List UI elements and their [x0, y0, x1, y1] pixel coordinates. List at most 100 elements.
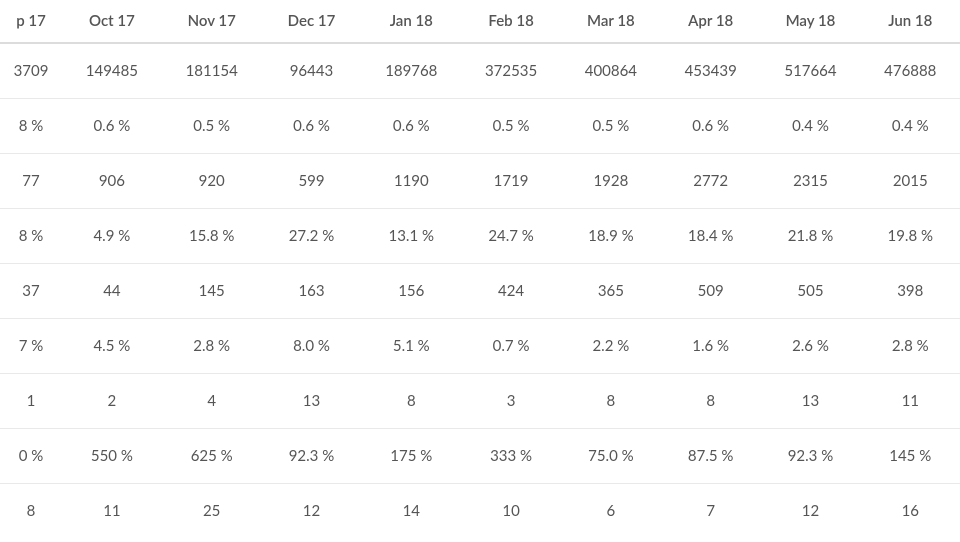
cell: 2.6 %	[761, 319, 861, 374]
cell: 0.6 %	[361, 99, 461, 154]
table-row: 3709 149485 181154 96443 189768 372535 4…	[0, 43, 960, 99]
cell: 25	[162, 484, 262, 539]
col-header: p 17	[0, 0, 62, 43]
cell: 517664	[761, 43, 861, 99]
cell: 920	[162, 154, 262, 209]
cell: 175 %	[361, 429, 461, 484]
cell: 8	[561, 374, 661, 429]
table-row: 0 % 550 % 625 % 92.3 % 175 % 333 % 75.0 …	[0, 429, 960, 484]
cell: 2.2 %	[561, 319, 661, 374]
cell: 0 %	[0, 429, 62, 484]
table-body: 3709 149485 181154 96443 189768 372535 4…	[0, 43, 960, 538]
cell: 14	[361, 484, 461, 539]
cell: 599	[262, 154, 362, 209]
cell: 12	[262, 484, 362, 539]
col-header: Nov 17	[162, 0, 262, 43]
cell: 1928	[561, 154, 661, 209]
cell: 8 %	[0, 99, 62, 154]
cell: 11	[62, 484, 162, 539]
cell: 8.0 %	[262, 319, 362, 374]
col-header: May 18	[761, 0, 861, 43]
cell: 625 %	[162, 429, 262, 484]
cell: 18.9 %	[561, 209, 661, 264]
cell: 1719	[461, 154, 561, 209]
cell: 4.9 %	[62, 209, 162, 264]
cell: 476888	[860, 43, 960, 99]
cell: 156	[361, 264, 461, 319]
cell: 333 %	[461, 429, 561, 484]
cell: 453439	[661, 43, 761, 99]
cell: 2015	[860, 154, 960, 209]
table-row: 1 2 4 13 8 3 8 8 13 11	[0, 374, 960, 429]
cell: 18.4 %	[661, 209, 761, 264]
cell: 7	[661, 484, 761, 539]
cell: 3709	[0, 43, 62, 99]
cell: 77	[0, 154, 62, 209]
cell: 8	[0, 484, 62, 539]
data-table-container: p 17 Oct 17 Nov 17 Dec 17 Jan 18 Feb 18 …	[0, 0, 960, 542]
cell: 4.5 %	[62, 319, 162, 374]
cell: 2	[62, 374, 162, 429]
cell: 96443	[262, 43, 362, 99]
col-header: Feb 18	[461, 0, 561, 43]
cell: 2772	[661, 154, 761, 209]
table-row: 77 906 920 599 1190 1719 1928 2772 2315 …	[0, 154, 960, 209]
cell: 44	[62, 264, 162, 319]
cell: 145 %	[860, 429, 960, 484]
cell: 400864	[561, 43, 661, 99]
table-row: 7 % 4.5 % 2.8 % 8.0 % 5.1 % 0.7 % 2.2 % …	[0, 319, 960, 374]
cell: 92.3 %	[262, 429, 362, 484]
cell: 7 %	[0, 319, 62, 374]
cell: 398	[860, 264, 960, 319]
cell: 372535	[461, 43, 561, 99]
col-header: Jan 18	[361, 0, 461, 43]
cell: 0.6 %	[661, 99, 761, 154]
col-header: Jun 18	[860, 0, 960, 43]
cell: 27.2 %	[262, 209, 362, 264]
table-row: 8 % 4.9 % 15.8 % 27.2 % 13.1 % 24.7 % 18…	[0, 209, 960, 264]
cell: 2315	[761, 154, 861, 209]
cell: 424	[461, 264, 561, 319]
cell: 2.8 %	[162, 319, 262, 374]
cell: 0.5 %	[162, 99, 262, 154]
table-row: 8 % 0.6 % 0.5 % 0.6 % 0.6 % 0.5 % 0.5 % …	[0, 99, 960, 154]
cell: 11	[860, 374, 960, 429]
cell: 181154	[162, 43, 262, 99]
cell: 92.3 %	[761, 429, 861, 484]
cell: 145	[162, 264, 262, 319]
cell: 10	[461, 484, 561, 539]
cell: 21.8 %	[761, 209, 861, 264]
table-header-row: p 17 Oct 17 Nov 17 Dec 17 Jan 18 Feb 18 …	[0, 0, 960, 43]
cell: 8 %	[0, 209, 62, 264]
cell: 0.5 %	[461, 99, 561, 154]
col-header: Oct 17	[62, 0, 162, 43]
cell: 906	[62, 154, 162, 209]
cell: 0.6 %	[262, 99, 362, 154]
cell: 149485	[62, 43, 162, 99]
cell: 1	[0, 374, 62, 429]
cell: 2.8 %	[860, 319, 960, 374]
cell: 4	[162, 374, 262, 429]
cell: 37	[0, 264, 62, 319]
cell: 8	[661, 374, 761, 429]
cell: 163	[262, 264, 362, 319]
col-header: Mar 18	[561, 0, 661, 43]
cell: 5.1 %	[361, 319, 461, 374]
cell: 16	[860, 484, 960, 539]
table-row: 37 44 145 163 156 424 365 509 505 398	[0, 264, 960, 319]
cell: 87.5 %	[661, 429, 761, 484]
data-table: p 17 Oct 17 Nov 17 Dec 17 Jan 18 Feb 18 …	[0, 0, 960, 538]
cell: 3	[461, 374, 561, 429]
cell: 19.8 %	[860, 209, 960, 264]
cell: 0.4 %	[860, 99, 960, 154]
cell: 12	[761, 484, 861, 539]
cell: 189768	[361, 43, 461, 99]
cell: 75.0 %	[561, 429, 661, 484]
cell: 15.8 %	[162, 209, 262, 264]
cell: 8	[361, 374, 461, 429]
cell: 1.6 %	[661, 319, 761, 374]
table-row: 8 11 25 12 14 10 6 7 12 16	[0, 484, 960, 539]
cell: 24.7 %	[461, 209, 561, 264]
cell: 509	[661, 264, 761, 319]
cell: 13	[761, 374, 861, 429]
